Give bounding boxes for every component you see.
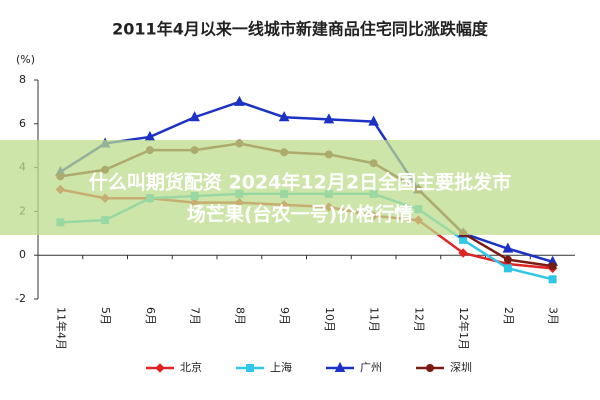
marker — [368, 115, 379, 126]
marker — [234, 95, 245, 106]
marker — [548, 262, 557, 271]
marker — [246, 364, 254, 372]
marker — [426, 364, 434, 372]
marker — [155, 363, 165, 373]
y-axis-label: (%) — [16, 53, 35, 66]
legend-label: 广州 — [360, 361, 382, 374]
legend-label: 北京 — [180, 360, 202, 374]
overlay-text: 什么叫期货配资 2024年12月2日全国主要批发市 — [89, 171, 511, 194]
series-line — [59, 100, 553, 263]
x-tick-label: 12月 — [412, 307, 425, 332]
x-tick-label: 11年4月 — [54, 307, 68, 350]
x-tick-label: 5月 — [99, 307, 112, 325]
legend-label: 上海 — [270, 360, 292, 374]
marker — [334, 361, 346, 372]
overlay-band — [0, 140, 600, 235]
x-tick-label: 12年1月 — [457, 307, 471, 350]
legend-label: 深圳 — [450, 361, 472, 374]
x-tick-label: 11月 — [368, 307, 381, 332]
x-tick-label: 2月 — [502, 307, 515, 325]
x-tick-label: 6月 — [144, 307, 157, 325]
marker — [278, 111, 290, 122]
y-tick-label: 0 — [19, 248, 26, 261]
marker — [548, 275, 557, 284]
x-tick-label: 9月 — [278, 307, 291, 325]
x-tick-label: 3月 — [547, 307, 560, 325]
marker — [189, 111, 200, 122]
x-tick-label: 7月 — [189, 307, 202, 325]
y-tick-label: 8 — [19, 73, 26, 86]
x-tick-label: 8月 — [233, 307, 246, 325]
marker — [459, 235, 468, 244]
marker — [502, 242, 514, 253]
marker — [503, 255, 512, 264]
marker — [323, 113, 335, 124]
overlay-text: 场芒果(台农一号)价格行情 — [187, 203, 413, 226]
x-tick-label: 10月 — [323, 307, 336, 332]
chart-title: 2011年4月以来一线城市新建商品住宅同比涨跌幅度 — [112, 20, 489, 39]
y-tick-label: -2 — [15, 292, 26, 305]
marker — [503, 264, 512, 273]
y-tick-label: 6 — [19, 117, 26, 130]
marker — [458, 248, 468, 258]
